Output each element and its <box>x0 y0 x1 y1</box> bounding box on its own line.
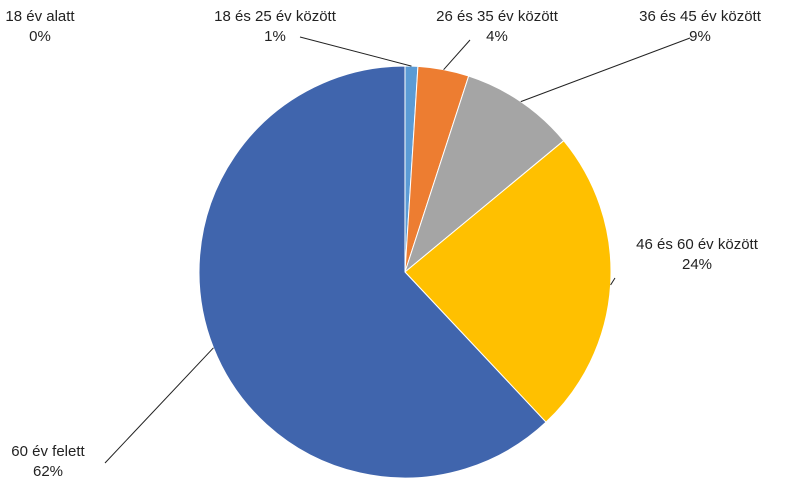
slice-label: 46 és 60 év között <box>636 236 759 253</box>
slice-label: 60 év felett <box>11 443 85 460</box>
slice-value-label: 9% <box>689 28 711 45</box>
slice-value-label: 62% <box>33 463 63 479</box>
slice-label: 36 és 45 év között <box>639 8 762 25</box>
slice-value-label: 4% <box>486 28 508 45</box>
slice-label: 18 év alatt <box>5 8 75 25</box>
leader-line <box>299 36 412 67</box>
pie-slice <box>404 139 612 423</box>
slice-value-label: 1% <box>264 28 286 45</box>
leader-line <box>104 347 214 464</box>
slice-value-label: 24% <box>682 256 712 273</box>
slice-label: 26 és 35 év között <box>436 8 559 25</box>
leader-line <box>610 277 616 286</box>
leader-line <box>520 37 691 103</box>
leader-line <box>443 39 471 70</box>
slice-value-label: 0% <box>29 28 51 45</box>
pie-slice <box>198 65 547 479</box>
slice-label: 18 és 25 év között <box>214 8 337 25</box>
